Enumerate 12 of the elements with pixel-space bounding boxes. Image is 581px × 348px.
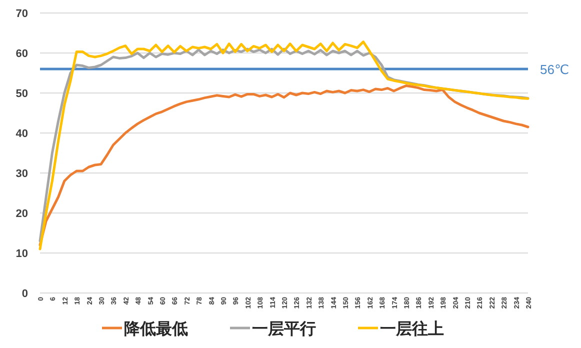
line-series — [38, 84, 530, 246]
y-tick-label: 70 — [16, 8, 28, 20]
legend-label: 一层平行 — [252, 320, 316, 338]
y-tick-label: 40 — [16, 128, 28, 140]
y-tick-label: 30 — [16, 168, 28, 180]
y-tick-label: 10 — [16, 248, 28, 260]
y-tick-label: 60 — [16, 48, 28, 60]
legend-label: 降低最低 — [124, 320, 188, 338]
ref-line-label: 56℃ — [540, 62, 570, 77]
y-tick-label: 20 — [16, 208, 28, 220]
y-tick-label: 50 — [16, 88, 28, 100]
legend-label: 一层往上 — [380, 320, 444, 338]
